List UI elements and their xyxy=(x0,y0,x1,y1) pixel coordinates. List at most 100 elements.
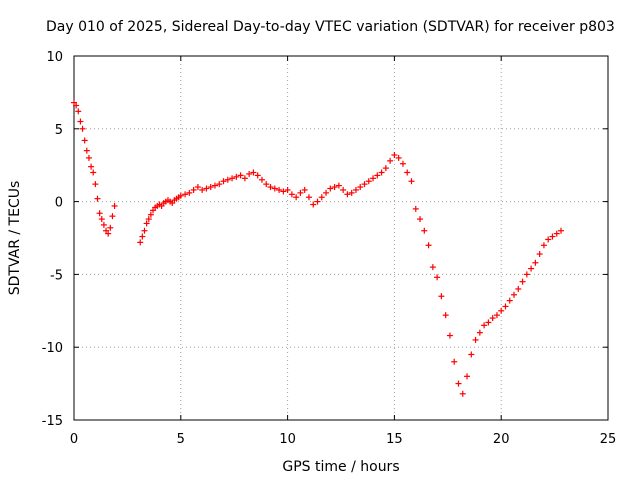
x-tick-label: 0 xyxy=(70,432,78,447)
data-point xyxy=(382,165,389,172)
data-point xyxy=(288,191,295,198)
data-point xyxy=(83,147,90,154)
data-point xyxy=(94,195,101,202)
data-point xyxy=(177,192,184,199)
data-point xyxy=(417,216,424,223)
data-point xyxy=(489,315,496,322)
plot-frame xyxy=(73,55,609,421)
data-point xyxy=(267,184,274,191)
data-point xyxy=(340,186,347,193)
data-point xyxy=(361,181,368,188)
data-point xyxy=(327,185,334,192)
data-point xyxy=(92,181,99,188)
data-point xyxy=(352,186,359,193)
data-point xyxy=(254,172,261,179)
data-point xyxy=(109,213,116,220)
data-point xyxy=(553,230,560,237)
data-point xyxy=(493,312,500,319)
data-point xyxy=(464,373,471,380)
data-point xyxy=(421,227,428,234)
data-points xyxy=(71,99,565,397)
data-point xyxy=(85,154,92,161)
data-point xyxy=(485,319,492,326)
data-point xyxy=(519,278,526,285)
data-point xyxy=(216,181,223,188)
data-point xyxy=(446,332,453,339)
y-tick-label: 0 xyxy=(55,196,63,211)
y-tick-label: -10 xyxy=(42,341,63,356)
data-point xyxy=(472,336,479,343)
data-point xyxy=(305,194,312,201)
data-point xyxy=(323,189,330,196)
data-point xyxy=(370,175,377,182)
data-point xyxy=(258,176,265,183)
data-point xyxy=(81,137,88,144)
data-point xyxy=(79,125,86,132)
y-tick-label: 5 xyxy=(55,123,63,138)
data-point xyxy=(88,163,95,170)
y-axis-label: SDTVAR / TECUs xyxy=(7,181,23,296)
data-point xyxy=(145,216,152,223)
data-point xyxy=(220,178,227,185)
data-point xyxy=(263,181,270,188)
data-point xyxy=(310,201,317,208)
data-point xyxy=(387,157,394,164)
data-point xyxy=(137,239,144,246)
y-tick-label: -5 xyxy=(50,268,63,283)
data-point xyxy=(100,221,107,228)
data-point xyxy=(96,210,103,217)
data-point xyxy=(276,186,283,193)
data-point xyxy=(412,205,419,212)
data-point xyxy=(186,189,193,196)
data-point xyxy=(229,175,236,182)
data-point xyxy=(147,211,154,218)
data-point xyxy=(107,224,114,231)
data-point xyxy=(348,189,355,196)
data-point xyxy=(224,176,231,183)
data-point xyxy=(194,184,201,191)
data-point xyxy=(558,227,565,234)
data-point xyxy=(468,351,475,358)
data-point xyxy=(344,191,351,198)
data-point xyxy=(143,220,150,227)
data-point xyxy=(502,303,509,310)
data-point xyxy=(374,172,381,179)
data-point xyxy=(536,251,543,258)
data-point xyxy=(331,184,338,191)
data-point xyxy=(318,194,325,201)
data-point xyxy=(515,285,522,292)
data-point xyxy=(365,178,372,185)
data-point xyxy=(451,358,458,365)
x-tick-label: 25 xyxy=(600,432,617,447)
data-point xyxy=(182,191,189,198)
data-point xyxy=(203,185,210,192)
data-point xyxy=(75,108,82,115)
data-point xyxy=(378,169,385,176)
data-point xyxy=(250,169,257,176)
data-point xyxy=(455,380,462,387)
data-point xyxy=(141,227,148,234)
y-tick-label: 10 xyxy=(46,50,63,65)
data-point xyxy=(207,184,214,191)
data-point xyxy=(246,170,253,177)
data-point xyxy=(408,178,415,185)
data-point xyxy=(528,265,535,272)
data-point xyxy=(139,233,146,240)
data-point xyxy=(404,169,411,176)
data-point xyxy=(111,202,118,209)
x-axis-label: GPS time / hours xyxy=(282,459,399,475)
x-tick-label: 15 xyxy=(386,432,403,447)
x-tick-label: 10 xyxy=(279,432,296,447)
data-point xyxy=(545,236,552,243)
data-point xyxy=(211,182,218,189)
data-point xyxy=(357,184,364,191)
data-point xyxy=(98,216,105,223)
data-point xyxy=(442,312,449,319)
data-point xyxy=(335,182,342,189)
data-point xyxy=(476,329,483,336)
data-point xyxy=(523,271,530,278)
data-point xyxy=(241,175,248,182)
x-tick-label: 5 xyxy=(177,432,185,447)
data-point xyxy=(233,173,240,180)
